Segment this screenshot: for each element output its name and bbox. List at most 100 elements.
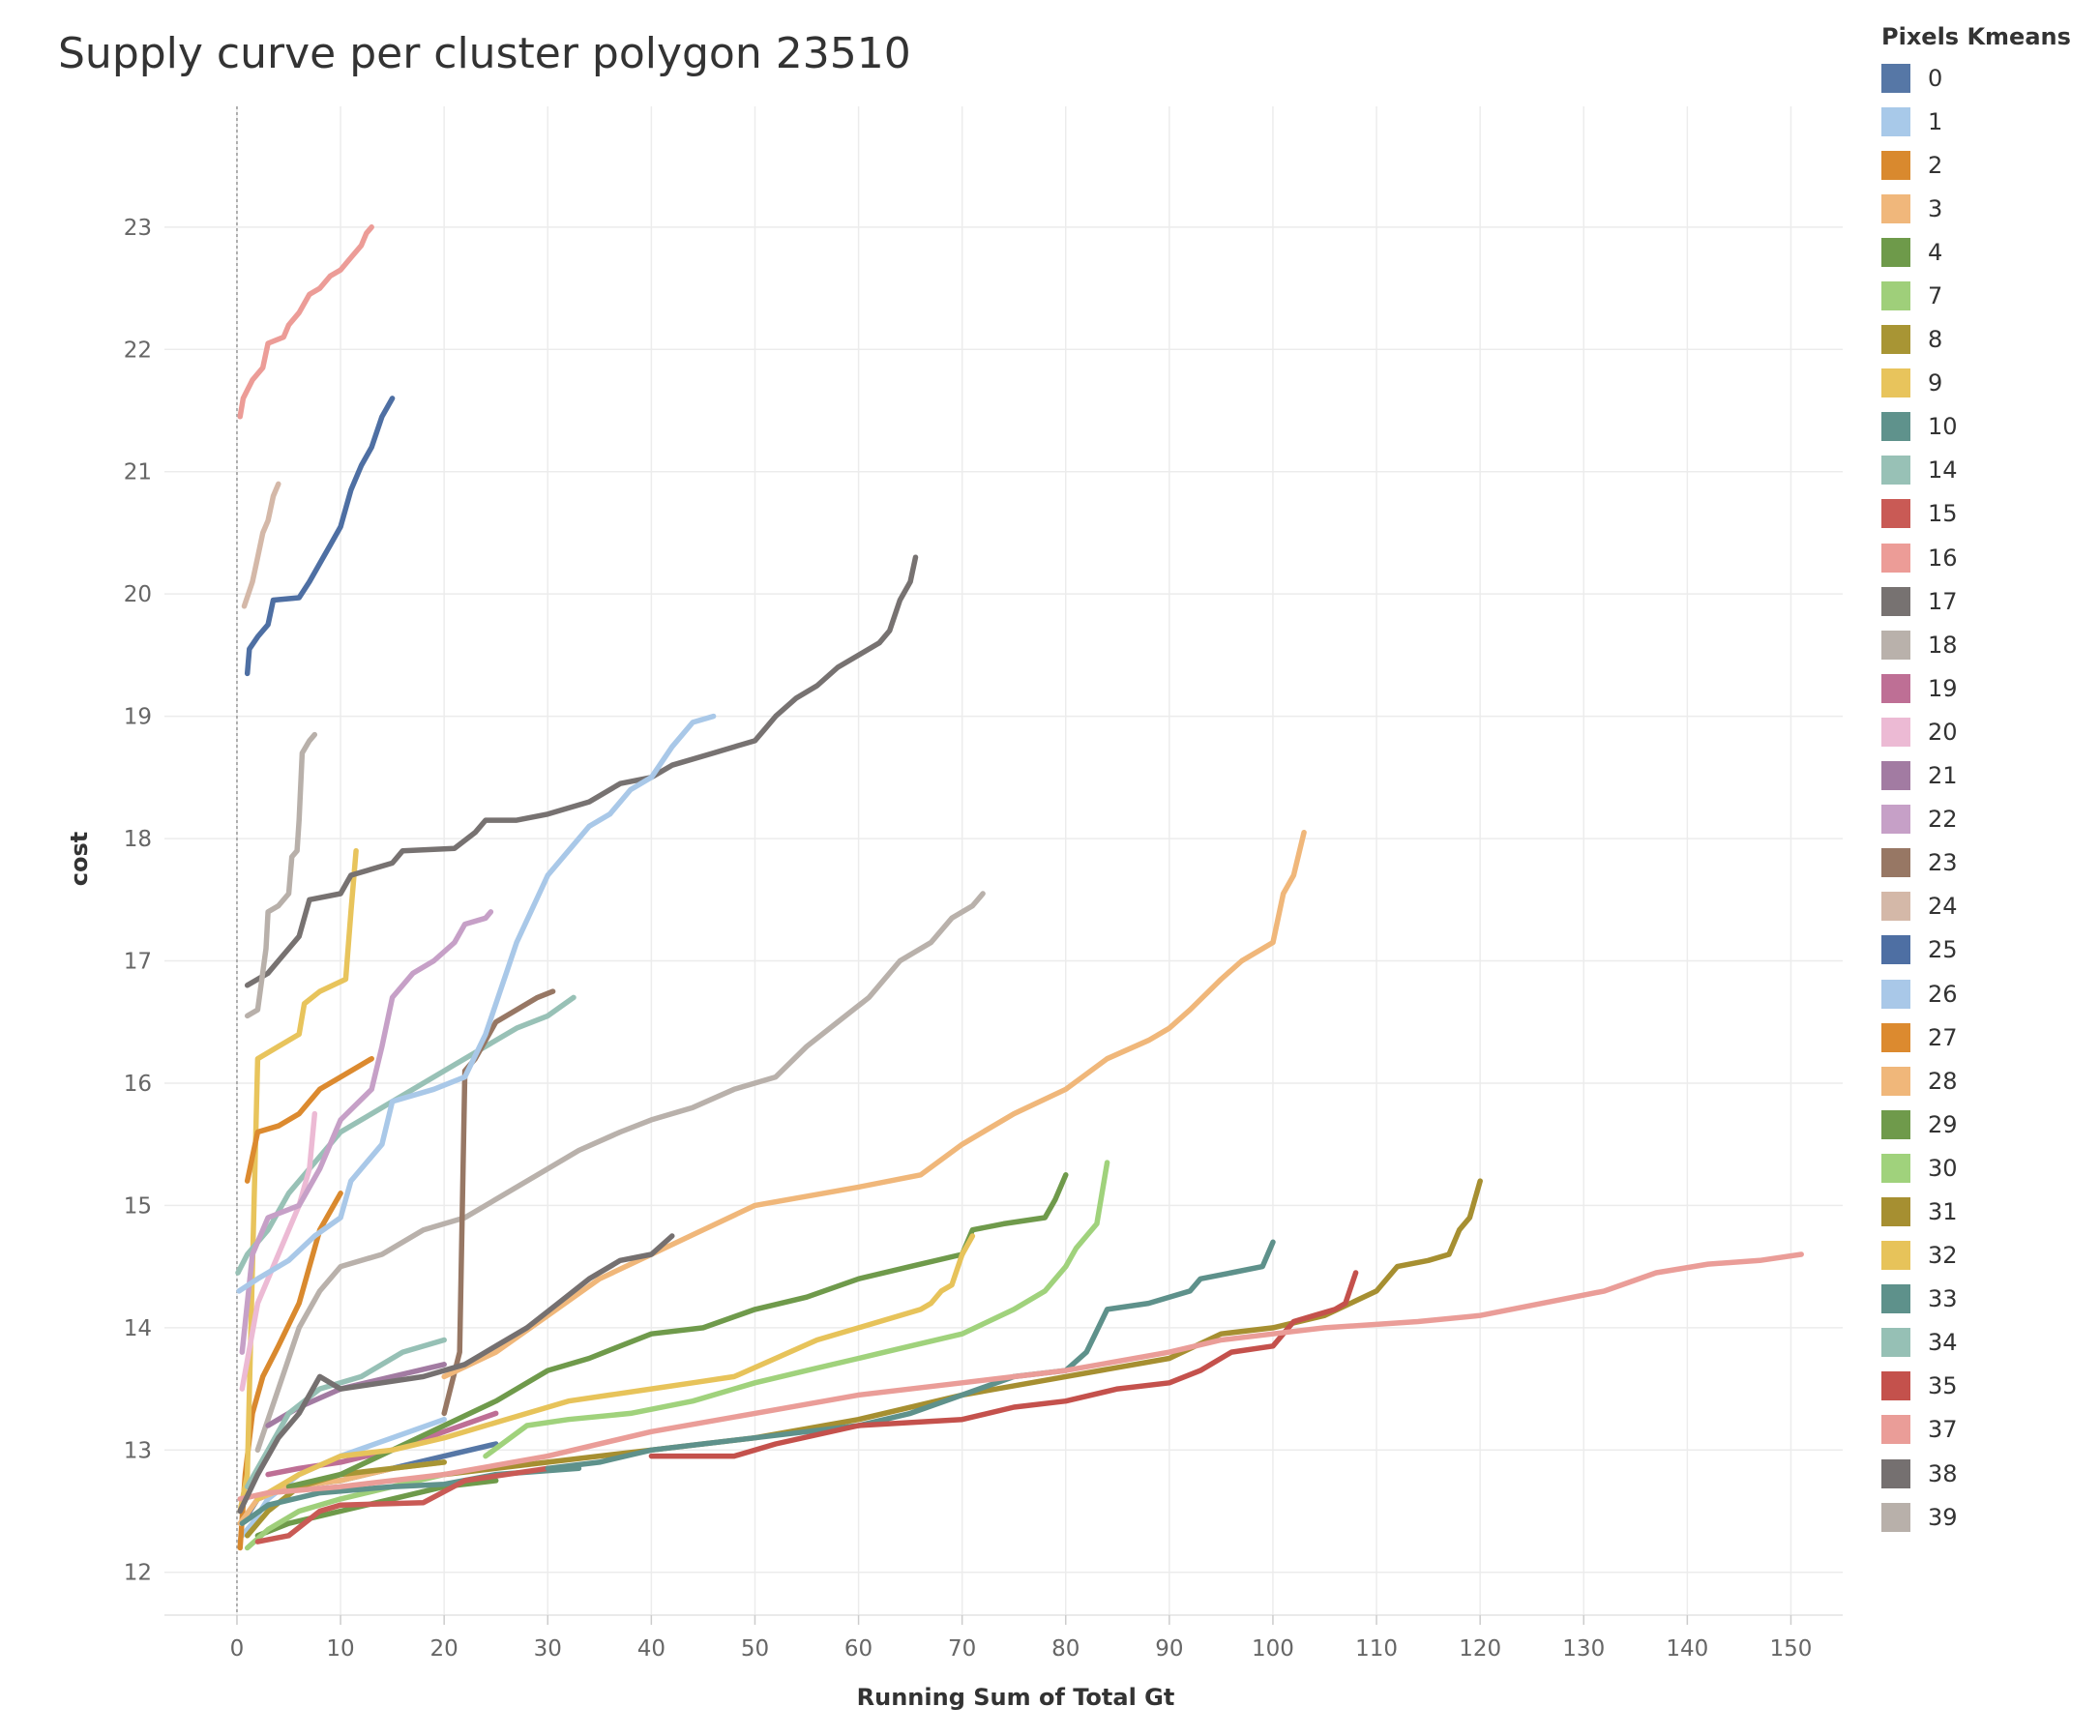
series-line-25 bbox=[244, 396, 396, 677]
legend-item-2[interactable]: 2 bbox=[1881, 143, 2094, 187]
legend-swatch bbox=[1881, 237, 1910, 267]
legend-swatch bbox=[1881, 325, 1910, 355]
legend-label: 25 bbox=[1928, 936, 1958, 964]
series-line-28 bbox=[441, 829, 1307, 1380]
legend-label: 31 bbox=[1928, 1197, 1958, 1225]
legend-swatch bbox=[1881, 1241, 1910, 1271]
legend-label: 7 bbox=[1928, 282, 1943, 310]
legend-item-18[interactable]: 18 bbox=[1881, 623, 2094, 666]
x-tick-label: 70 bbox=[948, 1636, 976, 1662]
x-tick-label: 30 bbox=[534, 1636, 562, 1662]
legend-swatch bbox=[1881, 1502, 1910, 1532]
x-tick-label: 40 bbox=[637, 1636, 665, 1662]
legend-item-10[interactable]: 10 bbox=[1881, 405, 2094, 449]
plot-area: 0 10 20 30 40 50 60 70 80 90 100 110 120 130 140 150 12… bbox=[66, 106, 1843, 1711]
legend-swatch bbox=[1881, 543, 1910, 573]
legend-swatch bbox=[1881, 630, 1910, 660]
series-line-27 bbox=[244, 1055, 374, 1184]
series-line-15 bbox=[254, 1465, 551, 1545]
legend-item-25[interactable]: 25 bbox=[1881, 928, 2094, 972]
legend-label: 8 bbox=[1928, 326, 1943, 354]
legend-item-33[interactable]: 33 bbox=[1881, 1278, 2094, 1321]
gridlines bbox=[164, 106, 1843, 1616]
legend-swatch bbox=[1881, 1109, 1910, 1139]
legend-item-26[interactable]: 26 bbox=[1881, 972, 2094, 1015]
legend-swatch bbox=[1881, 761, 1910, 791]
y-tick-label: 18 bbox=[124, 827, 152, 852]
legend-label: 29 bbox=[1928, 1110, 1958, 1138]
legend-swatch bbox=[1881, 935, 1910, 965]
y-tick-label: 21 bbox=[124, 460, 152, 485]
legend-item-32[interactable]: 32 bbox=[1881, 1234, 2094, 1278]
legend-item-14[interactable]: 14 bbox=[1881, 449, 2094, 492]
legend-item-22[interactable]: 22 bbox=[1881, 798, 2094, 841]
series-line-16 bbox=[237, 224, 374, 420]
y-axis-label: cost bbox=[66, 832, 93, 886]
series-line-38 bbox=[237, 1233, 675, 1515]
legend-label: 2 bbox=[1928, 151, 1943, 179]
legend-item-4[interactable]: 4 bbox=[1881, 230, 2094, 274]
y-axis-ticks: 12 13 14 15 16 17 18 19 20 21 22 23 bbox=[124, 216, 152, 1586]
legend-item-8[interactable]: 8 bbox=[1881, 318, 2094, 362]
legend-item-29[interactable]: 29 bbox=[1881, 1103, 2094, 1146]
legend-label: 4 bbox=[1928, 238, 1943, 266]
legend-item-28[interactable]: 28 bbox=[1881, 1059, 2094, 1103]
legend-swatch bbox=[1881, 281, 1910, 311]
series-line-22 bbox=[239, 909, 494, 1355]
legend-label: 21 bbox=[1928, 762, 1958, 790]
legend: Pixels Kmeans 0 1 2 3 4 7 8 9 10 14 15 16 17 18 19 20 21… bbox=[1881, 23, 2094, 1539]
legend-swatch bbox=[1881, 1196, 1910, 1226]
legend-item-35[interactable]: 35 bbox=[1881, 1365, 2094, 1408]
legend-item-23[interactable]: 23 bbox=[1881, 841, 2094, 885]
legend-item-15[interactable]: 15 bbox=[1881, 492, 2094, 536]
legend-item-20[interactable]: 20 bbox=[1881, 710, 2094, 753]
legend-item-9[interactable]: 9 bbox=[1881, 362, 2094, 405]
legend-item-31[interactable]: 31 bbox=[1881, 1190, 2094, 1233]
series-line-30 bbox=[483, 1160, 1110, 1459]
legend-label: 18 bbox=[1928, 631, 1958, 659]
legend-item-7[interactable]: 7 bbox=[1881, 274, 2094, 317]
legend-item-21[interactable]: 21 bbox=[1881, 754, 2094, 798]
legend-label: 17 bbox=[1928, 587, 1958, 615]
legend-item-0[interactable]: 0 bbox=[1881, 56, 2094, 100]
legend-swatch bbox=[1881, 106, 1910, 136]
legend-swatch bbox=[1881, 1066, 1910, 1096]
x-tick-label: 10 bbox=[326, 1636, 354, 1662]
legend-swatch bbox=[1881, 412, 1910, 442]
legend-item-38[interactable]: 38 bbox=[1881, 1452, 2094, 1495]
legend-label: 26 bbox=[1928, 980, 1958, 1008]
legend-item-19[interactable]: 19 bbox=[1881, 666, 2094, 710]
x-tick-label: 130 bbox=[1562, 1636, 1605, 1662]
legend-item-1[interactable]: 1 bbox=[1881, 100, 2094, 143]
y-tick-label: 12 bbox=[124, 1561, 152, 1586]
y-tick-label: 20 bbox=[124, 582, 152, 607]
legend-swatch bbox=[1881, 1371, 1910, 1401]
legend-label: 27 bbox=[1928, 1023, 1958, 1051]
legend-item-37[interactable]: 37 bbox=[1881, 1408, 2094, 1452]
legend-item-30[interactable]: 30 bbox=[1881, 1146, 2094, 1190]
chart-title: Supply curve per cluster polygon 23510 bbox=[58, 29, 911, 78]
legend-item-16[interactable]: 16 bbox=[1881, 536, 2094, 579]
x-tick-label: 150 bbox=[1769, 1636, 1812, 1662]
legend-label: 28 bbox=[1928, 1067, 1958, 1095]
series-line-20 bbox=[239, 1110, 318, 1392]
legend-label: 19 bbox=[1928, 674, 1958, 702]
legend-item-24[interactable]: 24 bbox=[1881, 885, 2094, 928]
legend-label: 30 bbox=[1928, 1154, 1958, 1182]
legend-item-34[interactable]: 34 bbox=[1881, 1321, 2094, 1365]
legend-swatch bbox=[1881, 63, 1910, 93]
legend-swatch bbox=[1881, 150, 1910, 180]
x-tick-label: 100 bbox=[1252, 1636, 1294, 1662]
series-line-32 bbox=[254, 1233, 976, 1502]
legend-item-39[interactable]: 39 bbox=[1881, 1495, 2094, 1539]
legend-swatch bbox=[1881, 499, 1910, 529]
legend-swatch bbox=[1881, 848, 1910, 878]
legend-swatch bbox=[1881, 456, 1910, 485]
legend-label: 32 bbox=[1928, 1242, 1958, 1270]
legend-item-3[interactable]: 3 bbox=[1881, 187, 2094, 230]
legend-label: 14 bbox=[1928, 456, 1958, 485]
series-line-37 bbox=[237, 1251, 1804, 1502]
legend-label: 37 bbox=[1928, 1416, 1958, 1444]
legend-item-17[interactable]: 17 bbox=[1881, 579, 2094, 623]
legend-item-27[interactable]: 27 bbox=[1881, 1015, 2094, 1059]
